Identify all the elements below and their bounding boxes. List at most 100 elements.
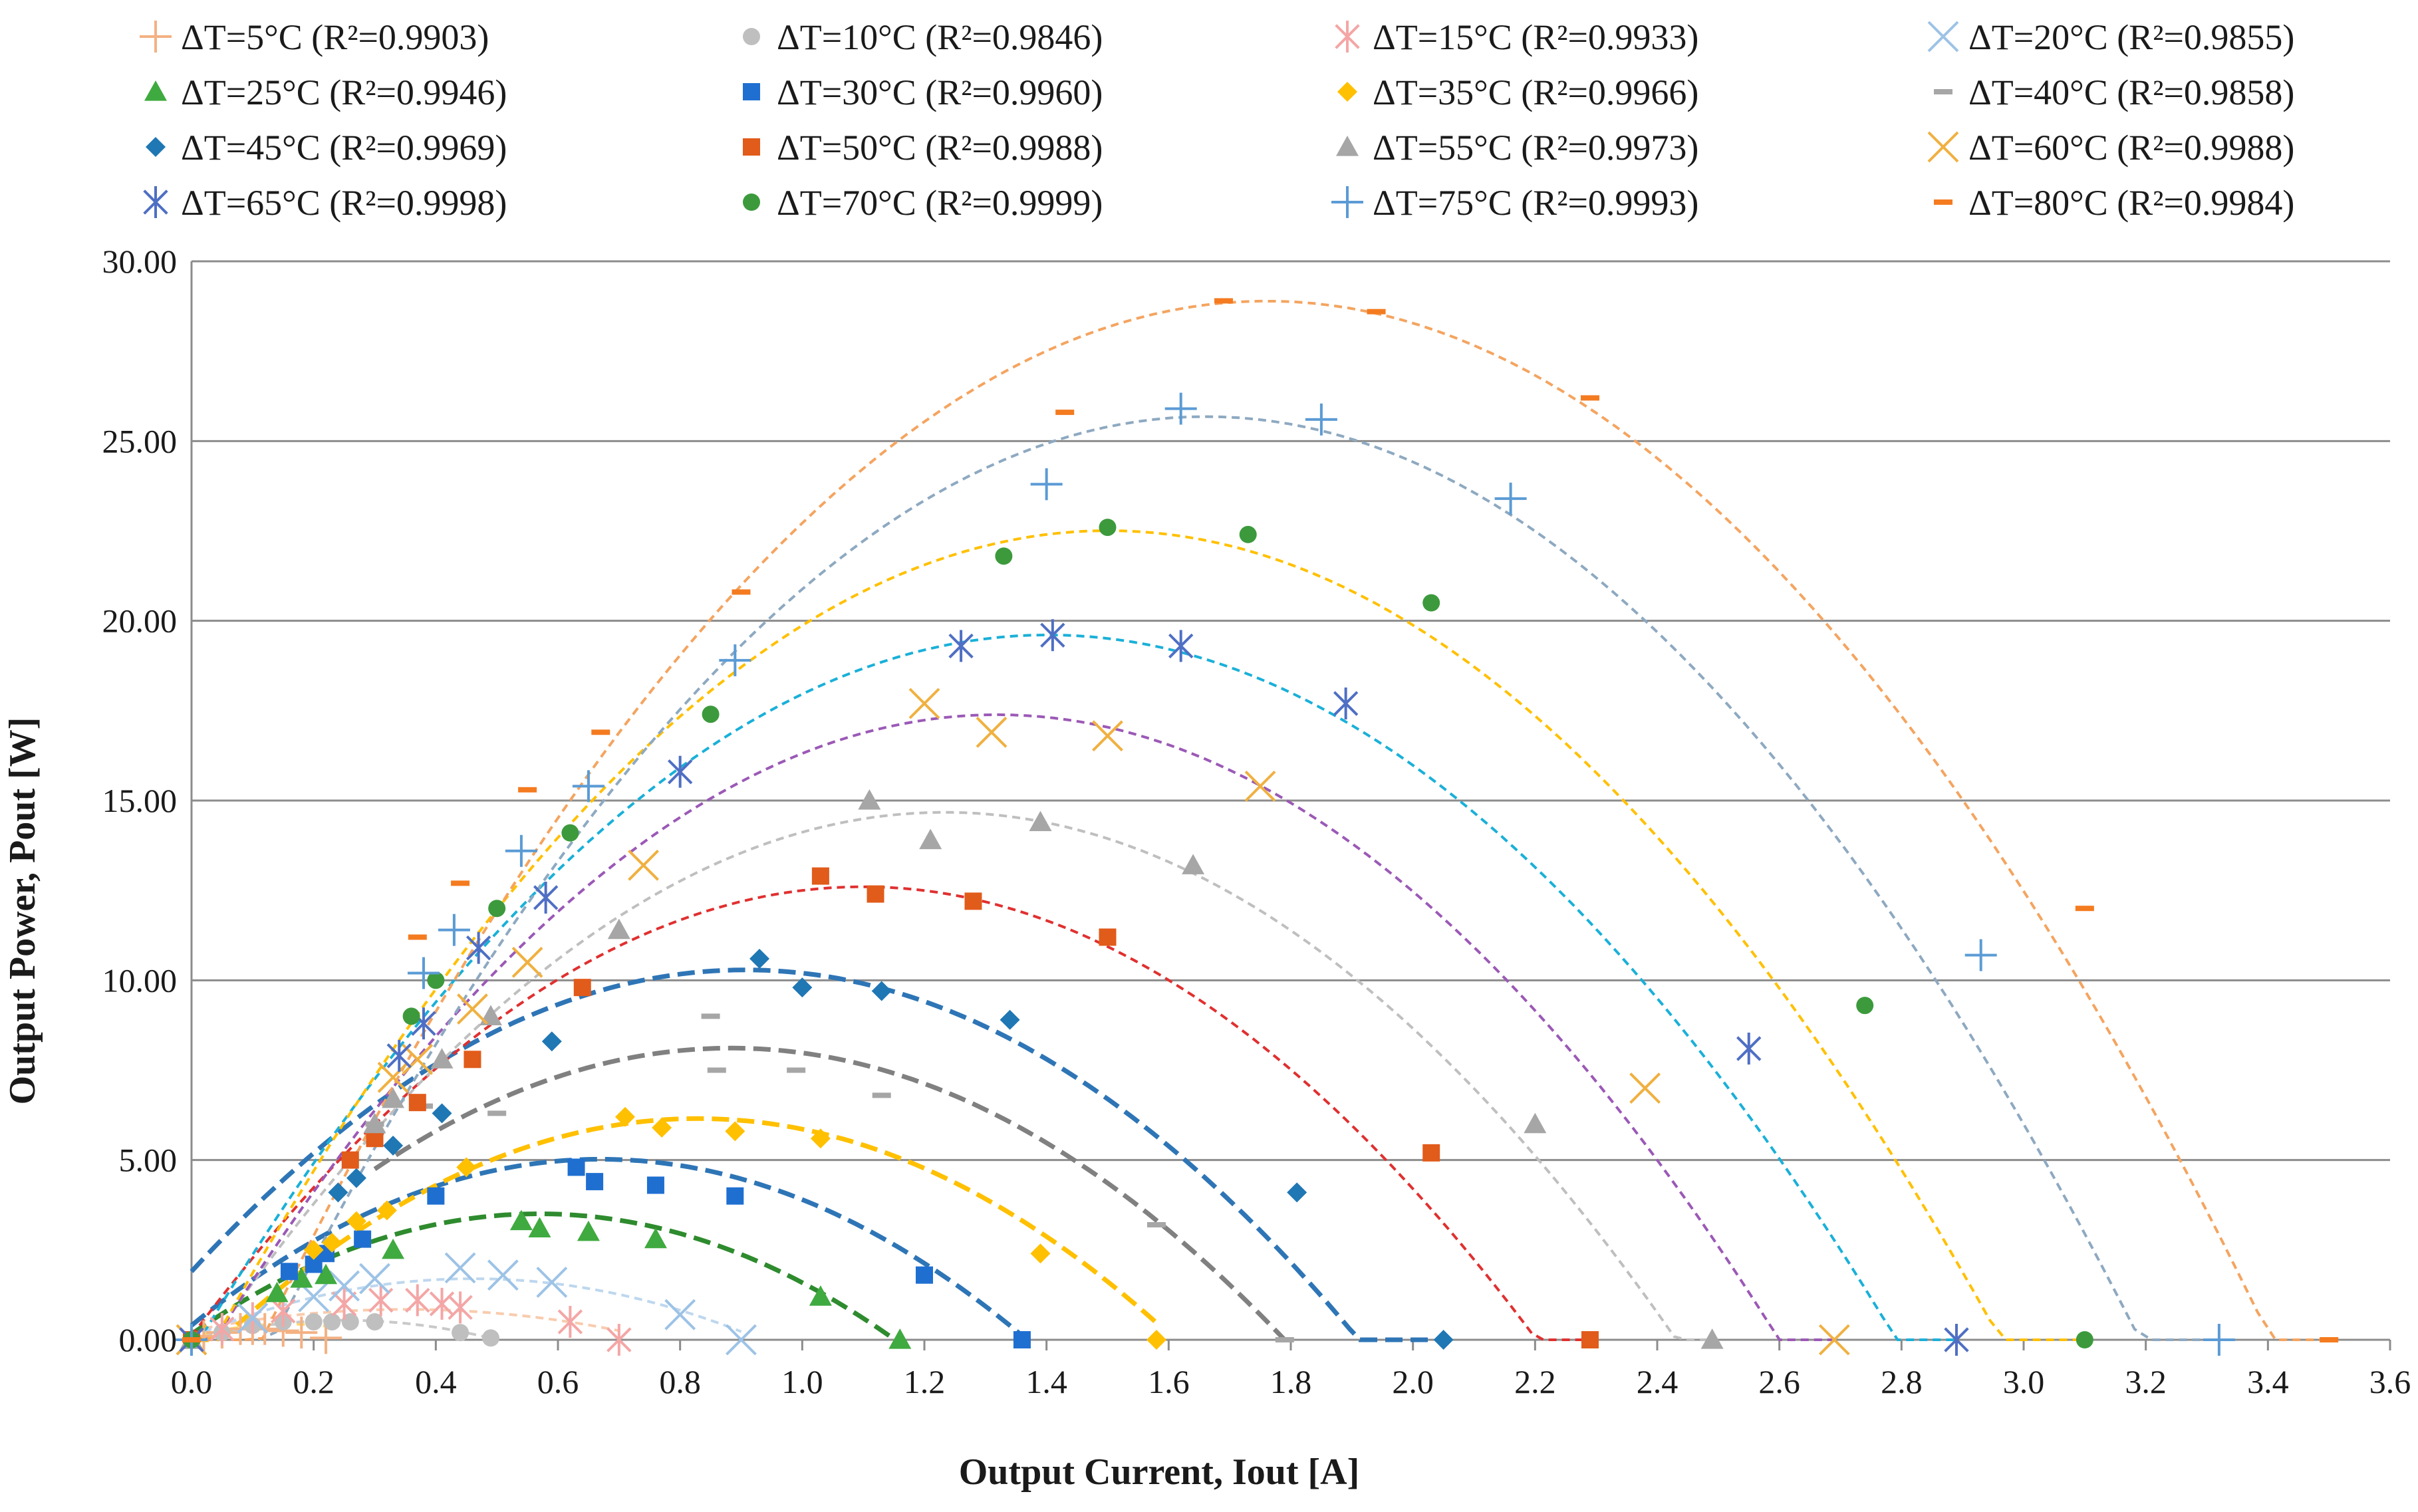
x-tick-label: 2.0 xyxy=(1392,1363,1434,1400)
legend-item: ΔT=50°C (R²=0.9988) xyxy=(743,128,1103,168)
legend-marker xyxy=(1934,199,1952,205)
data-point xyxy=(557,1305,583,1338)
legend-marker xyxy=(743,83,760,100)
legend-label: ΔT=5°C (R²=0.9903) xyxy=(181,17,489,57)
legend-marker xyxy=(1927,131,1959,163)
data-point xyxy=(1494,482,1527,515)
data-point xyxy=(787,1067,806,1073)
data-point xyxy=(572,770,604,803)
legend-label: ΔT=55°C (R²=0.9973) xyxy=(1373,128,1698,168)
legend-label: ΔT=30°C (R²=0.9960) xyxy=(777,72,1103,112)
data-point xyxy=(726,1187,744,1205)
data-point xyxy=(567,1158,585,1176)
data-point xyxy=(908,688,940,719)
data-point xyxy=(1944,1324,1969,1356)
data-point xyxy=(1099,519,1117,537)
x-tick-label: 0.4 xyxy=(415,1363,457,1400)
data-point xyxy=(377,1061,409,1093)
y-axis-title: Output Power, Pout [W] xyxy=(2,717,43,1105)
data-point xyxy=(725,1121,745,1142)
data-point xyxy=(1055,410,1075,416)
data-point xyxy=(429,1287,455,1320)
data-point xyxy=(346,1211,366,1231)
data-point xyxy=(1700,1328,1724,1349)
x-tick-label: 0.8 xyxy=(659,1363,701,1400)
legend-item: ΔT=20°C (R²=0.9855) xyxy=(1927,17,2294,57)
x-tick-label: 2.2 xyxy=(1514,1363,1556,1400)
legend-item: ΔT=15°C (R²=0.9933) xyxy=(1335,17,1698,57)
x-tick-label: 1.8 xyxy=(1270,1363,1312,1400)
data-point xyxy=(1168,630,1194,662)
legend-item: ΔT=25°C (R²=0.9946) xyxy=(144,72,507,112)
data-point xyxy=(331,1287,357,1320)
data-point xyxy=(919,828,942,850)
data-point xyxy=(451,880,470,886)
data-point xyxy=(1030,468,1063,501)
data-point xyxy=(995,547,1013,565)
legend-label: ΔT=25°C (R²=0.9946) xyxy=(181,72,507,112)
x-tick-label: 1.4 xyxy=(1025,1363,1067,1400)
data-point xyxy=(1029,811,1052,832)
x-tick-label: 1.2 xyxy=(904,1363,946,1400)
data-point xyxy=(561,824,579,842)
y-tick-label: 0.00 xyxy=(119,1321,178,1358)
legend-marker xyxy=(1331,186,1363,218)
legend-item: ΔT=80°C (R²=0.9984) xyxy=(1934,183,2294,223)
data-point xyxy=(487,1110,507,1116)
legend-label: ΔT=70°C (R²=0.9999) xyxy=(777,183,1103,223)
data-point xyxy=(607,918,630,940)
data-point xyxy=(505,834,537,867)
data-point xyxy=(305,1313,323,1330)
data-point xyxy=(1040,619,1065,652)
legend: ΔT=5°C (R²=0.9903) ΔT=10°C (R²=0.9846) ΔT=… xyxy=(140,17,2294,223)
x-tick-label: 3.0 xyxy=(2003,1363,2045,1400)
x-tick-label: 3.6 xyxy=(2369,1363,2411,1400)
data-point xyxy=(1367,309,1386,315)
x-tick-label: 0.2 xyxy=(293,1363,335,1400)
data-point xyxy=(432,1103,452,1124)
data-point xyxy=(405,1284,430,1317)
axes-layer: 0.00 5.00 10.00 15.00 20.00 25.00 30.00 0.0 0.2 0… xyxy=(102,243,2411,1400)
marker-layer xyxy=(176,298,2339,1356)
data-point xyxy=(322,1233,342,1253)
data-point xyxy=(509,1209,533,1231)
legend-label: ΔT=20°C (R²=0.9855) xyxy=(1968,17,2294,57)
x-tick-label: 2.6 xyxy=(1758,1363,1800,1400)
legend-label: ΔT=35°C (R²=0.9966) xyxy=(1373,72,1698,112)
legend-marker xyxy=(1337,82,1357,102)
data-point xyxy=(586,1173,604,1191)
data-point xyxy=(1433,1330,1454,1350)
data-point xyxy=(867,885,884,903)
x-tick-label: 2.8 xyxy=(1881,1363,1923,1400)
data-point xyxy=(408,1094,426,1112)
trendline xyxy=(373,1045,1287,1342)
legend-label: ΔT=80°C (R²=0.9984) xyxy=(1968,183,2294,223)
legend-marker xyxy=(1927,21,1959,53)
data-point xyxy=(376,1200,397,1221)
y-tick-label: 30.00 xyxy=(102,243,178,280)
data-point xyxy=(430,1048,454,1069)
data-point xyxy=(427,1187,445,1205)
data-point xyxy=(810,1128,831,1149)
data-point xyxy=(315,1263,338,1285)
data-point xyxy=(1030,1243,1051,1264)
legend-item: ΔT=60°C (R²=0.9988) xyxy=(1927,128,2294,168)
data-point xyxy=(2203,1324,2235,1356)
trendline xyxy=(191,1319,491,1341)
data-point xyxy=(329,1270,360,1302)
legend-marker xyxy=(1335,21,1360,53)
legend-marker xyxy=(743,193,760,211)
data-point xyxy=(382,1238,405,1259)
data-point xyxy=(1275,1337,1294,1342)
trendline xyxy=(190,885,1590,1341)
data-point xyxy=(448,1291,473,1324)
data-point xyxy=(1214,298,1233,304)
data-point xyxy=(749,948,770,969)
legend-item: ΔT=75°C (R²=0.9993) xyxy=(1331,183,1698,223)
data-point xyxy=(1013,1331,1031,1348)
data-point xyxy=(702,705,720,723)
data-point xyxy=(615,1106,636,1127)
legend-marker xyxy=(1934,89,1952,94)
legend-item: ΔT=30°C (R²=0.9960) xyxy=(743,72,1103,112)
